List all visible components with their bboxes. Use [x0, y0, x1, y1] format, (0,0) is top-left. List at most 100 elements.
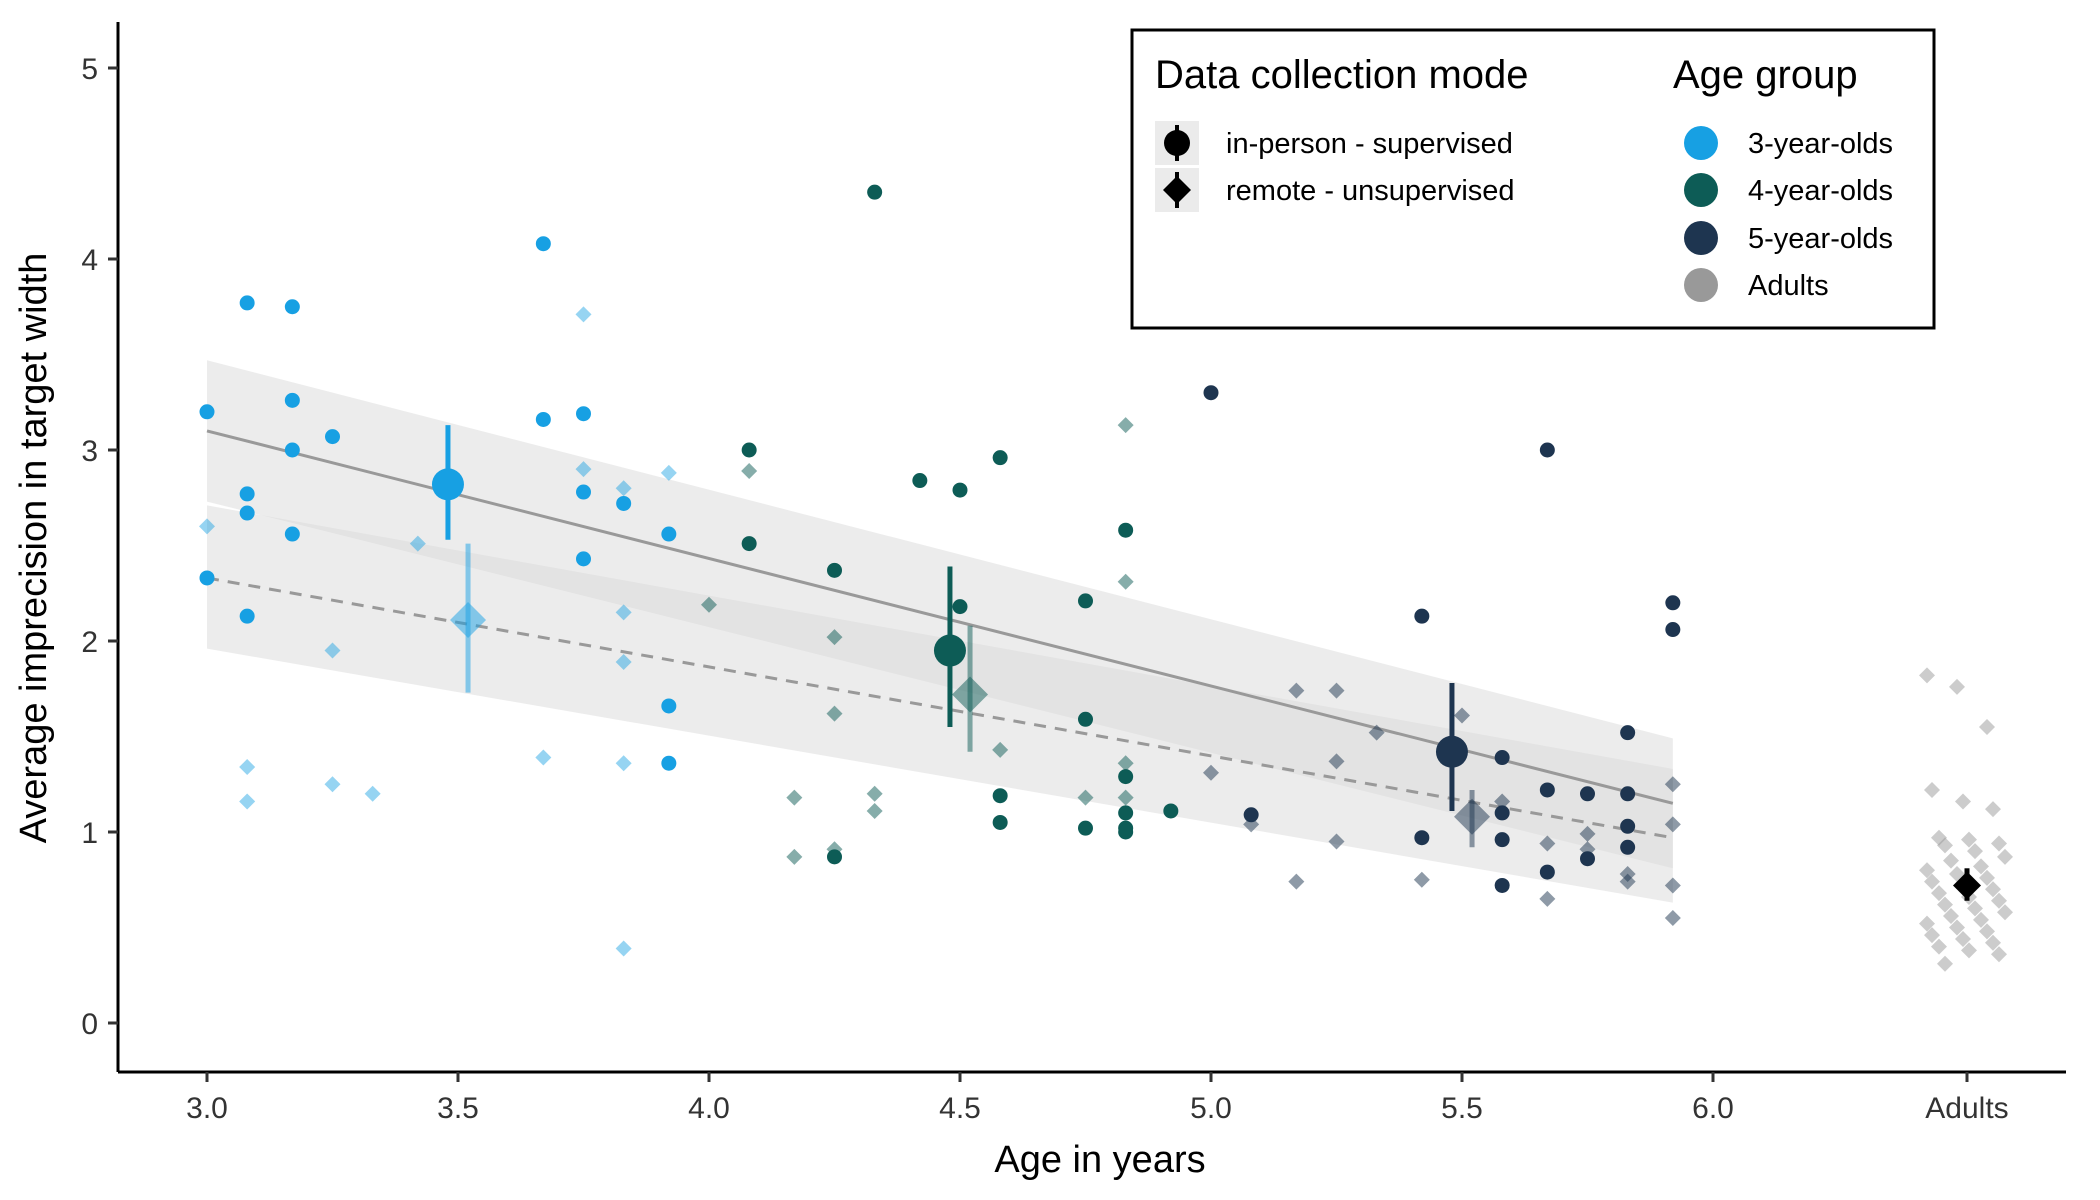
remote-point	[1979, 869, 1995, 886]
mean-marker-remote	[1953, 871, 1981, 900]
remote-point	[1937, 955, 1953, 972]
in-person-point	[1118, 824, 1134, 840]
remote-point	[1494, 793, 1511, 810]
in-person-point	[741, 442, 757, 458]
remote-point	[741, 463, 758, 480]
remote-point	[1973, 858, 1989, 875]
remote-point	[1619, 873, 1636, 890]
remote-point	[866, 802, 883, 819]
in-person-point	[992, 450, 1008, 466]
remote-point	[1664, 909, 1681, 926]
remote-point	[1955, 793, 1971, 810]
in-person-point	[1494, 805, 1510, 821]
remote-point	[1919, 862, 1935, 879]
in-person-point	[912, 473, 928, 489]
in-person-point	[1665, 595, 1681, 611]
remote-point	[786, 789, 803, 806]
in-person-point	[576, 484, 591, 500]
in-person-point	[1494, 750, 1510, 766]
x-tick-label: 6.0	[1692, 1092, 1734, 1125]
remote-point	[1967, 843, 1983, 860]
remote-point	[1997, 904, 2013, 921]
remote-point	[199, 518, 215, 535]
in-person-point	[1163, 803, 1179, 819]
remote-point	[615, 940, 632, 957]
remote-point	[826, 705, 843, 722]
x-ticks: 3.0 3.5 4.0 4.5 5.0 5.5 6.0 Adults	[186, 1072, 2009, 1125]
in-person-point	[535, 411, 551, 427]
remote-point	[992, 741, 1009, 758]
group-means	[431, 425, 1981, 901]
legend-group-label: 3-year-olds	[1748, 128, 1893, 160]
remote-point	[1117, 573, 1134, 590]
legend-group-title: Age group	[1673, 53, 1858, 97]
in-person-point	[576, 551, 591, 567]
in-person-point	[1620, 786, 1636, 802]
mean-marker-in-person	[431, 468, 464, 501]
remote-point	[575, 306, 592, 323]
remote-point	[1991, 892, 2007, 909]
in-person-point	[284, 526, 300, 542]
legend-circle-icon	[1164, 130, 1190, 156]
remote-point	[701, 596, 717, 613]
y-tick-label: 3	[81, 435, 98, 468]
legend-mode-label: in-person - supervised	[1226, 128, 1513, 160]
remote-point	[1937, 896, 1953, 913]
mean-marker-in-person	[1435, 735, 1468, 768]
remote-point	[1203, 764, 1219, 781]
remote-point	[1539, 835, 1556, 852]
remote-point	[1931, 938, 1947, 955]
legend-mode-title: Data collection mode	[1155, 53, 1529, 97]
in-person-point	[1620, 839, 1636, 855]
remote-point	[615, 480, 632, 497]
remote-point	[1943, 852, 1959, 869]
in-person-point	[867, 184, 883, 200]
remote-point	[239, 793, 256, 810]
remote-point	[1931, 885, 1947, 902]
legend-group-swatch	[1684, 173, 1718, 207]
in-person-point	[1243, 807, 1259, 823]
legend-box	[1130, 28, 1936, 330]
remote-point	[1985, 881, 2001, 898]
remote-point	[1328, 753, 1345, 770]
in-person-point	[992, 788, 1008, 804]
confidence-band-1	[207, 505, 1673, 903]
remote-point	[1924, 781, 1940, 798]
y-tick-label: 1	[81, 817, 98, 850]
remote-point	[324, 642, 341, 659]
remote-point	[1924, 927, 1940, 944]
in-person-point	[1539, 864, 1555, 880]
remote-point	[1991, 946, 2007, 963]
remote-point	[615, 604, 632, 621]
in-person-point	[1414, 830, 1430, 846]
remote-point	[615, 654, 632, 671]
remote-point	[409, 535, 426, 552]
y-tick-label: 4	[81, 244, 98, 277]
legend-group-swatch	[1684, 126, 1718, 160]
remote-point	[535, 749, 552, 766]
in-person-point	[1494, 877, 1510, 893]
in-person-point	[1665, 622, 1681, 638]
in-person-point	[952, 482, 968, 498]
in-person-point	[535, 236, 551, 252]
remote-point	[1664, 816, 1681, 833]
in-person-point	[199, 404, 215, 420]
remote-point	[1985, 801, 2001, 818]
remote-point	[786, 848, 803, 865]
data-points	[199, 184, 2013, 972]
confidence-bands	[207, 360, 1673, 903]
in-person-point	[1118, 522, 1134, 538]
remote-point	[1979, 923, 1995, 940]
in-person-point	[1620, 725, 1636, 741]
remote-point	[1328, 833, 1345, 850]
mean-marker-in-person	[933, 634, 966, 667]
remote-point	[1413, 871, 1430, 888]
mean-marker-remote	[450, 601, 487, 638]
remote-point	[1117, 417, 1134, 434]
in-person-point	[1118, 805, 1134, 821]
x-tick-label: 3.5	[437, 1092, 479, 1125]
in-person-point	[325, 429, 340, 445]
y-axis-title: Average imprecision in target width	[13, 253, 55, 844]
mean-marker-remote	[952, 676, 989, 713]
remote-point	[660, 464, 677, 481]
